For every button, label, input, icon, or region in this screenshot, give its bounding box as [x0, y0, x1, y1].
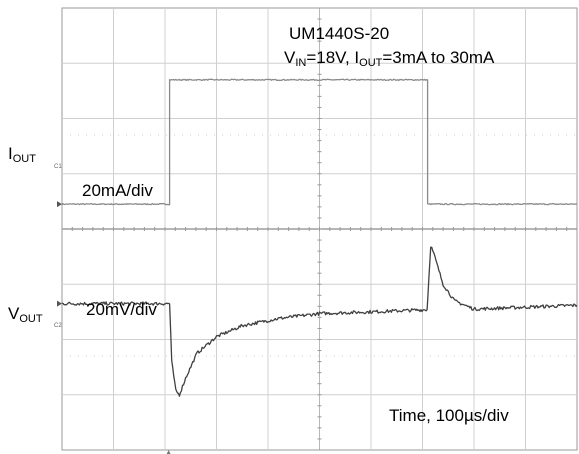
vout-label-subscript: OUT: [19, 313, 43, 325]
channel-2-scale: 20mV/div: [86, 300, 157, 319]
traces: [57, 78, 578, 454]
iout-symbol: I: [354, 48, 360, 67]
trace-c2: [61, 246, 578, 397]
chart-title: UM1440S-20: [289, 24, 390, 43]
iout-label-symbol: I: [8, 144, 13, 163]
trace-c1: [61, 78, 577, 206]
vin-value: =18V,: [306, 48, 355, 67]
channel-2-label: VOUT: [8, 304, 43, 325]
graticule: [61, 7, 578, 451]
vin-subscript: IN: [295, 57, 307, 69]
iout-subscript: OUT: [359, 57, 383, 69]
vin-symbol: V: [284, 48, 296, 67]
vout-label-symbol: V: [8, 304, 20, 323]
channel-1-marker: C1: [54, 164, 62, 170]
channel-2-marker: C2: [54, 323, 62, 329]
ground-marker-c1: [57, 201, 62, 208]
channel-1-scale: 20mA/div: [82, 181, 153, 200]
test-conditions: VIN=18V, IOUT=3mA to 30mA: [284, 48, 494, 69]
iout-range: =3mA to 30mA: [382, 48, 495, 67]
channel-1-label: IOUT: [8, 144, 36, 165]
iout-label-subscript: OUT: [12, 153, 36, 165]
trigger-marker: [166, 450, 171, 454]
time-scale: Time, 100µs/div: [389, 406, 509, 425]
ground-marker-c2: [57, 300, 62, 307]
